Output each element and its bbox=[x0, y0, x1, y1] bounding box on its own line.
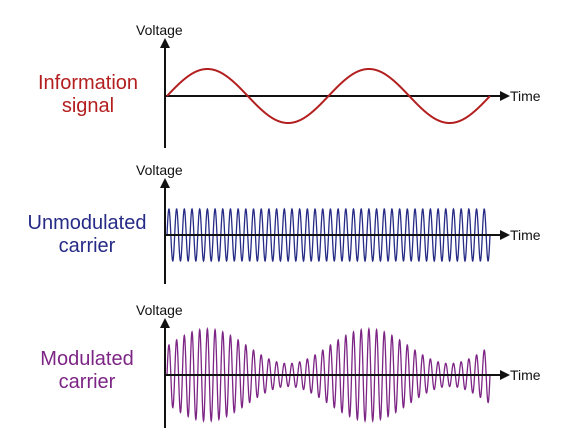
panel-information: Information signal Voltage Time bbox=[38, 22, 541, 148]
information-label-line-2: signal bbox=[62, 95, 114, 117]
modulated-label-line-1: Modulated bbox=[40, 348, 133, 370]
modulated-x-axis-label: Time bbox=[510, 367, 541, 383]
information-signal-wave bbox=[166, 68, 491, 124]
information-x-axis-label: Time bbox=[510, 88, 541, 104]
information-label-line-1: Information bbox=[38, 72, 138, 94]
information-y-axis-label: Voltage bbox=[136, 22, 183, 38]
carrier-label-line-2: carrier bbox=[59, 235, 116, 257]
panel-modulated: Modulated carrier Voltage Time bbox=[40, 302, 541, 428]
carrier-label-line-1: Unmodulated bbox=[28, 212, 147, 234]
modulated-label-line-2: carrier bbox=[59, 371, 116, 393]
modulated-y-axis-label: Voltage bbox=[136, 302, 183, 318]
panel-carrier: Unmodulated carrier Voltage Time bbox=[28, 162, 541, 284]
carrier-x-axis-label: Time bbox=[510, 227, 541, 243]
carrier-y-axis-label: Voltage bbox=[136, 162, 183, 178]
